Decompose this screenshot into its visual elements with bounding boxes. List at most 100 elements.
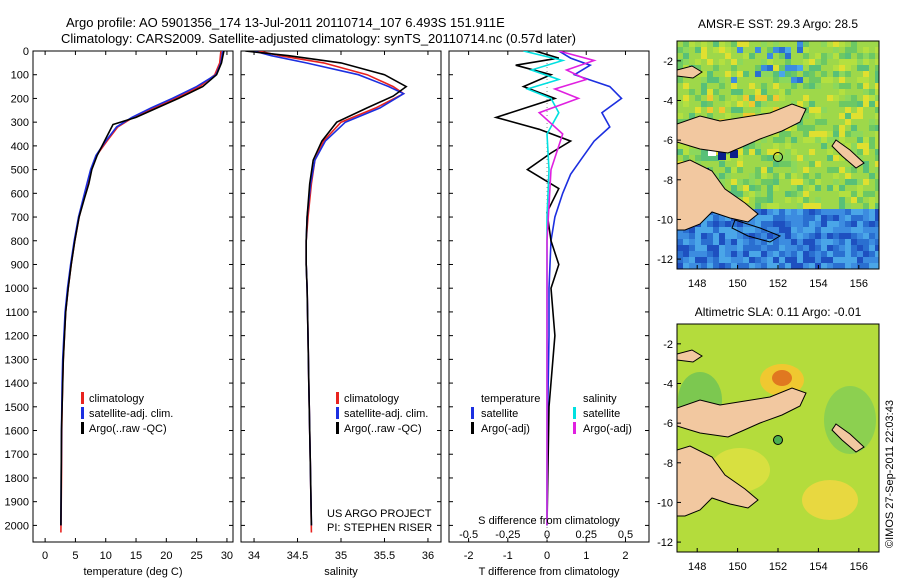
sst-cell <box>839 245 845 251</box>
sst-cell <box>833 179 839 185</box>
sst-cell <box>869 137 875 143</box>
sst-cell <box>869 239 875 245</box>
sst-cell <box>731 227 737 233</box>
sst-cell <box>755 47 761 53</box>
sst-cell <box>827 215 833 221</box>
sst-cell <box>761 179 767 185</box>
sst-cell <box>839 101 845 107</box>
imos-timestamp: ©IMOS 27-Sep-2011 22:03:43 <box>884 400 896 548</box>
sst-cell <box>827 185 833 191</box>
sst-cell <box>875 143 879 149</box>
sst-cell <box>701 149 707 155</box>
sst-cell <box>839 233 845 239</box>
sst-cell <box>767 263 773 269</box>
sst-cell <box>737 89 743 95</box>
sst-cell <box>845 71 851 77</box>
sst-cell <box>773 107 779 113</box>
sst-cell <box>761 215 767 221</box>
y-tick-label: 0 <box>23 46 29 58</box>
sst-cell <box>845 179 851 185</box>
sst-cell <box>803 227 809 233</box>
sst-cell <box>821 137 827 143</box>
sst-cell <box>875 227 879 233</box>
sst-cell <box>767 47 773 53</box>
sst-cell <box>833 233 839 239</box>
sst-cell <box>803 113 809 119</box>
legend-swatch-s-satellite <box>573 407 576 419</box>
sst-cell <box>755 149 761 155</box>
sst-cell <box>785 47 791 53</box>
sst-cell <box>731 59 737 65</box>
sst-cell <box>851 143 857 149</box>
sst-cell <box>851 41 857 47</box>
sst-cell <box>689 89 695 95</box>
top-x-tick-label: -0.5 <box>459 529 478 541</box>
sst-cell <box>719 251 725 257</box>
sst-cell <box>779 173 785 179</box>
sst-cell <box>743 41 749 47</box>
sst-cell <box>797 239 803 245</box>
sst-cell <box>755 245 761 251</box>
sst-cell <box>785 143 791 149</box>
sst-cell <box>755 257 761 263</box>
sst-cell <box>851 197 857 203</box>
map-y-tick-label: -12 <box>657 537 673 549</box>
sst-cell <box>863 215 869 221</box>
sst-cell <box>767 59 773 65</box>
sst-cell <box>791 179 797 185</box>
sst-cell <box>815 245 821 251</box>
sst-cell <box>863 209 869 215</box>
salinity-lines <box>245 51 408 533</box>
x-tick-label: 35.5 <box>374 550 395 562</box>
sst-cell <box>767 251 773 257</box>
sst-cell <box>695 65 701 71</box>
sst-cell <box>845 203 851 209</box>
sst-cell <box>737 245 743 251</box>
sst-cell <box>677 233 683 239</box>
sst-cell <box>731 191 737 197</box>
salinity-xlabel: salinity <box>324 566 358 578</box>
map-y-tick-label: -12 <box>657 254 673 266</box>
sst-cell <box>731 185 737 191</box>
sst-cell <box>737 161 743 167</box>
map-x-tick-label: 156 <box>850 278 868 290</box>
sst-cell <box>689 251 695 257</box>
sst-cell <box>851 47 857 53</box>
sst-cell <box>875 59 879 65</box>
sst-cell <box>863 251 869 257</box>
sst-cell <box>845 227 851 233</box>
sst-cell <box>791 101 797 107</box>
sst-cell <box>779 239 785 245</box>
sst-cell <box>839 257 845 263</box>
legend-label-t-satellite: satellite <box>481 408 518 420</box>
sst-cell <box>779 161 785 167</box>
sst-cell <box>851 251 857 257</box>
sst-cell <box>797 221 803 227</box>
sst-cell <box>785 197 791 203</box>
map-y-tick-label: -2 <box>663 339 673 351</box>
sst-cell <box>857 59 863 65</box>
sst-cell <box>863 47 869 53</box>
sst-cell <box>677 59 683 65</box>
sst-cell <box>761 209 767 215</box>
sst-cell <box>707 95 713 101</box>
sst-cell <box>863 263 869 269</box>
sst-cell <box>797 257 803 263</box>
sst-cell <box>809 131 815 137</box>
x-tick-label: 25 <box>191 550 203 562</box>
sst-cell <box>809 101 815 107</box>
sst-cell <box>833 245 839 251</box>
sst-cell <box>695 257 701 263</box>
sst-cell <box>809 239 815 245</box>
sst-cell <box>857 263 863 269</box>
sla-anomaly-peak <box>772 370 792 386</box>
sst-cell <box>809 209 815 215</box>
sst-cell <box>869 89 875 95</box>
sst-cell <box>803 83 809 89</box>
map-y-tick-label: -4 <box>663 95 673 107</box>
sst-cell <box>785 191 791 197</box>
sst-cell <box>719 179 725 185</box>
top-x-tick-label: -0.25 <box>495 529 520 541</box>
sst-cell <box>875 233 879 239</box>
